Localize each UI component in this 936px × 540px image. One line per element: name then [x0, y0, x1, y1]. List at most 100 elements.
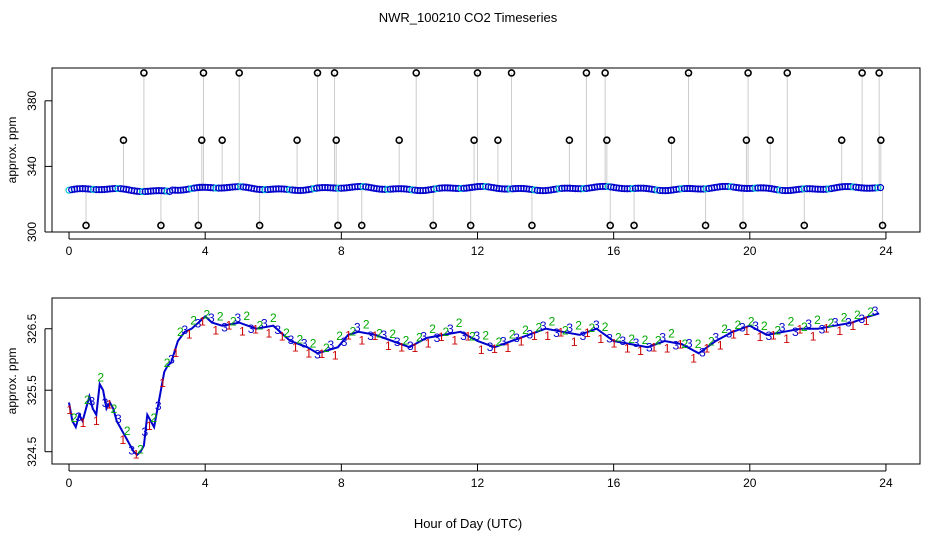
series-marker: 1	[412, 341, 419, 355]
series-marker: 3	[115, 412, 122, 426]
x-tick-label: 24	[879, 476, 893, 490]
series-marker: 2	[283, 326, 290, 340]
series-marker: 3	[420, 329, 427, 343]
series-marker: 2	[137, 443, 144, 457]
x-tick-label: 4	[202, 244, 209, 258]
series-marker: 1	[279, 329, 286, 343]
series-marker: 2	[270, 311, 277, 325]
outlier-point	[878, 221, 887, 230]
series-marker: 3	[447, 322, 454, 336]
data-point	[876, 184, 885, 192]
series-marker: 1	[358, 333, 365, 347]
series-marker: 3	[75, 410, 82, 424]
series-marker: 3	[858, 312, 865, 326]
outlier-point	[473, 69, 482, 77]
series-marker: 2	[867, 305, 874, 319]
series-marker: 2	[190, 313, 197, 327]
outlier-point	[157, 221, 165, 230]
series-marker: 3	[792, 325, 799, 339]
series-marker: 2	[589, 321, 596, 335]
series-marker: 2	[416, 331, 423, 345]
series-marker: 1	[863, 314, 870, 328]
outlier-point	[412, 69, 421, 77]
series-marker: 1	[106, 397, 113, 411]
series-marker: 1	[823, 322, 830, 336]
series-marker: 1	[743, 324, 750, 338]
outlier-point	[470, 136, 478, 144]
series-marker: 1	[159, 376, 166, 390]
series-marker: 2	[721, 322, 728, 336]
series-marker: 3	[659, 331, 666, 345]
series-marker: 1	[119, 433, 126, 447]
series-marker: 3	[633, 336, 640, 350]
series-marker: 3	[394, 335, 401, 349]
series-marker: 3	[142, 425, 149, 439]
series-marker: 3	[168, 352, 175, 366]
series-marker: 2	[827, 316, 834, 330]
series-marker: 2	[774, 323, 781, 337]
figure-title: NWR_100210 CO2 Timeseries	[379, 10, 558, 25]
series-marker: 2	[708, 335, 715, 349]
series-marker: 3	[354, 320, 361, 334]
series-marker: 1	[611, 336, 618, 350]
series-marker: 2	[257, 319, 264, 333]
series-marker: 1	[398, 341, 405, 355]
series-marker: 2	[456, 316, 463, 330]
series-marker: 3	[580, 329, 587, 343]
series-marker: 2	[642, 333, 649, 347]
series-marker: 1	[624, 342, 631, 356]
outlier-point	[140, 69, 148, 77]
x-tick-label: 24	[879, 244, 893, 258]
x-tick-label: 20	[743, 244, 757, 258]
series-marker: 3	[646, 341, 653, 355]
series-marker: 2	[814, 313, 821, 327]
outlier-point	[606, 221, 615, 230]
x-tick-label: 16	[607, 244, 621, 258]
outlier-point	[194, 221, 203, 230]
series-marker: 3	[128, 443, 135, 457]
outlier-point	[565, 136, 574, 144]
series-marker: 2	[788, 314, 795, 328]
plot-frame	[51, 67, 921, 233]
series-marker: 2	[496, 335, 503, 349]
outlier-point	[199, 69, 208, 77]
series-marker: 1	[199, 315, 206, 329]
series-marker: 1	[770, 329, 777, 343]
series-marker: 2	[376, 326, 383, 340]
series-marker: 2	[243, 309, 250, 323]
series-marker: 2	[389, 327, 396, 341]
series-marker: 2	[84, 393, 91, 407]
data-point	[874, 184, 882, 192]
y-tick-label: 324.5	[25, 436, 39, 466]
series-marker: 3	[540, 319, 547, 333]
outlier-point	[766, 136, 775, 144]
series-marker: 1	[319, 347, 326, 361]
series-marker: 3	[606, 332, 613, 346]
outlier-point	[667, 136, 676, 144]
series-marker: 2	[97, 371, 104, 385]
series-marker: 2	[111, 402, 118, 416]
series-marker: 3	[381, 328, 388, 342]
series-marker: 2	[403, 334, 410, 348]
series-marker: 3	[88, 395, 95, 409]
outlier-point	[742, 136, 751, 144]
outlier-point	[313, 69, 322, 77]
series-marker: 2	[575, 319, 582, 333]
series-marker: 1	[690, 352, 697, 366]
series-marker: 2	[442, 325, 449, 339]
series-marker: 3	[314, 348, 321, 362]
outlier-point	[877, 136, 885, 144]
series-marker: 3	[619, 334, 626, 348]
series-marker: 3	[819, 323, 826, 337]
series-marker: 1	[704, 341, 711, 355]
series-marker: 1	[385, 339, 392, 353]
series-marker: 1	[465, 330, 472, 344]
series-marker: 2	[695, 337, 702, 351]
outlier-point	[119, 136, 128, 144]
series-marker: 2	[323, 341, 330, 355]
y-axis-label: approx. ppm	[5, 348, 19, 415]
series-marker: 2	[429, 322, 436, 336]
outlier-point	[603, 136, 611, 144]
